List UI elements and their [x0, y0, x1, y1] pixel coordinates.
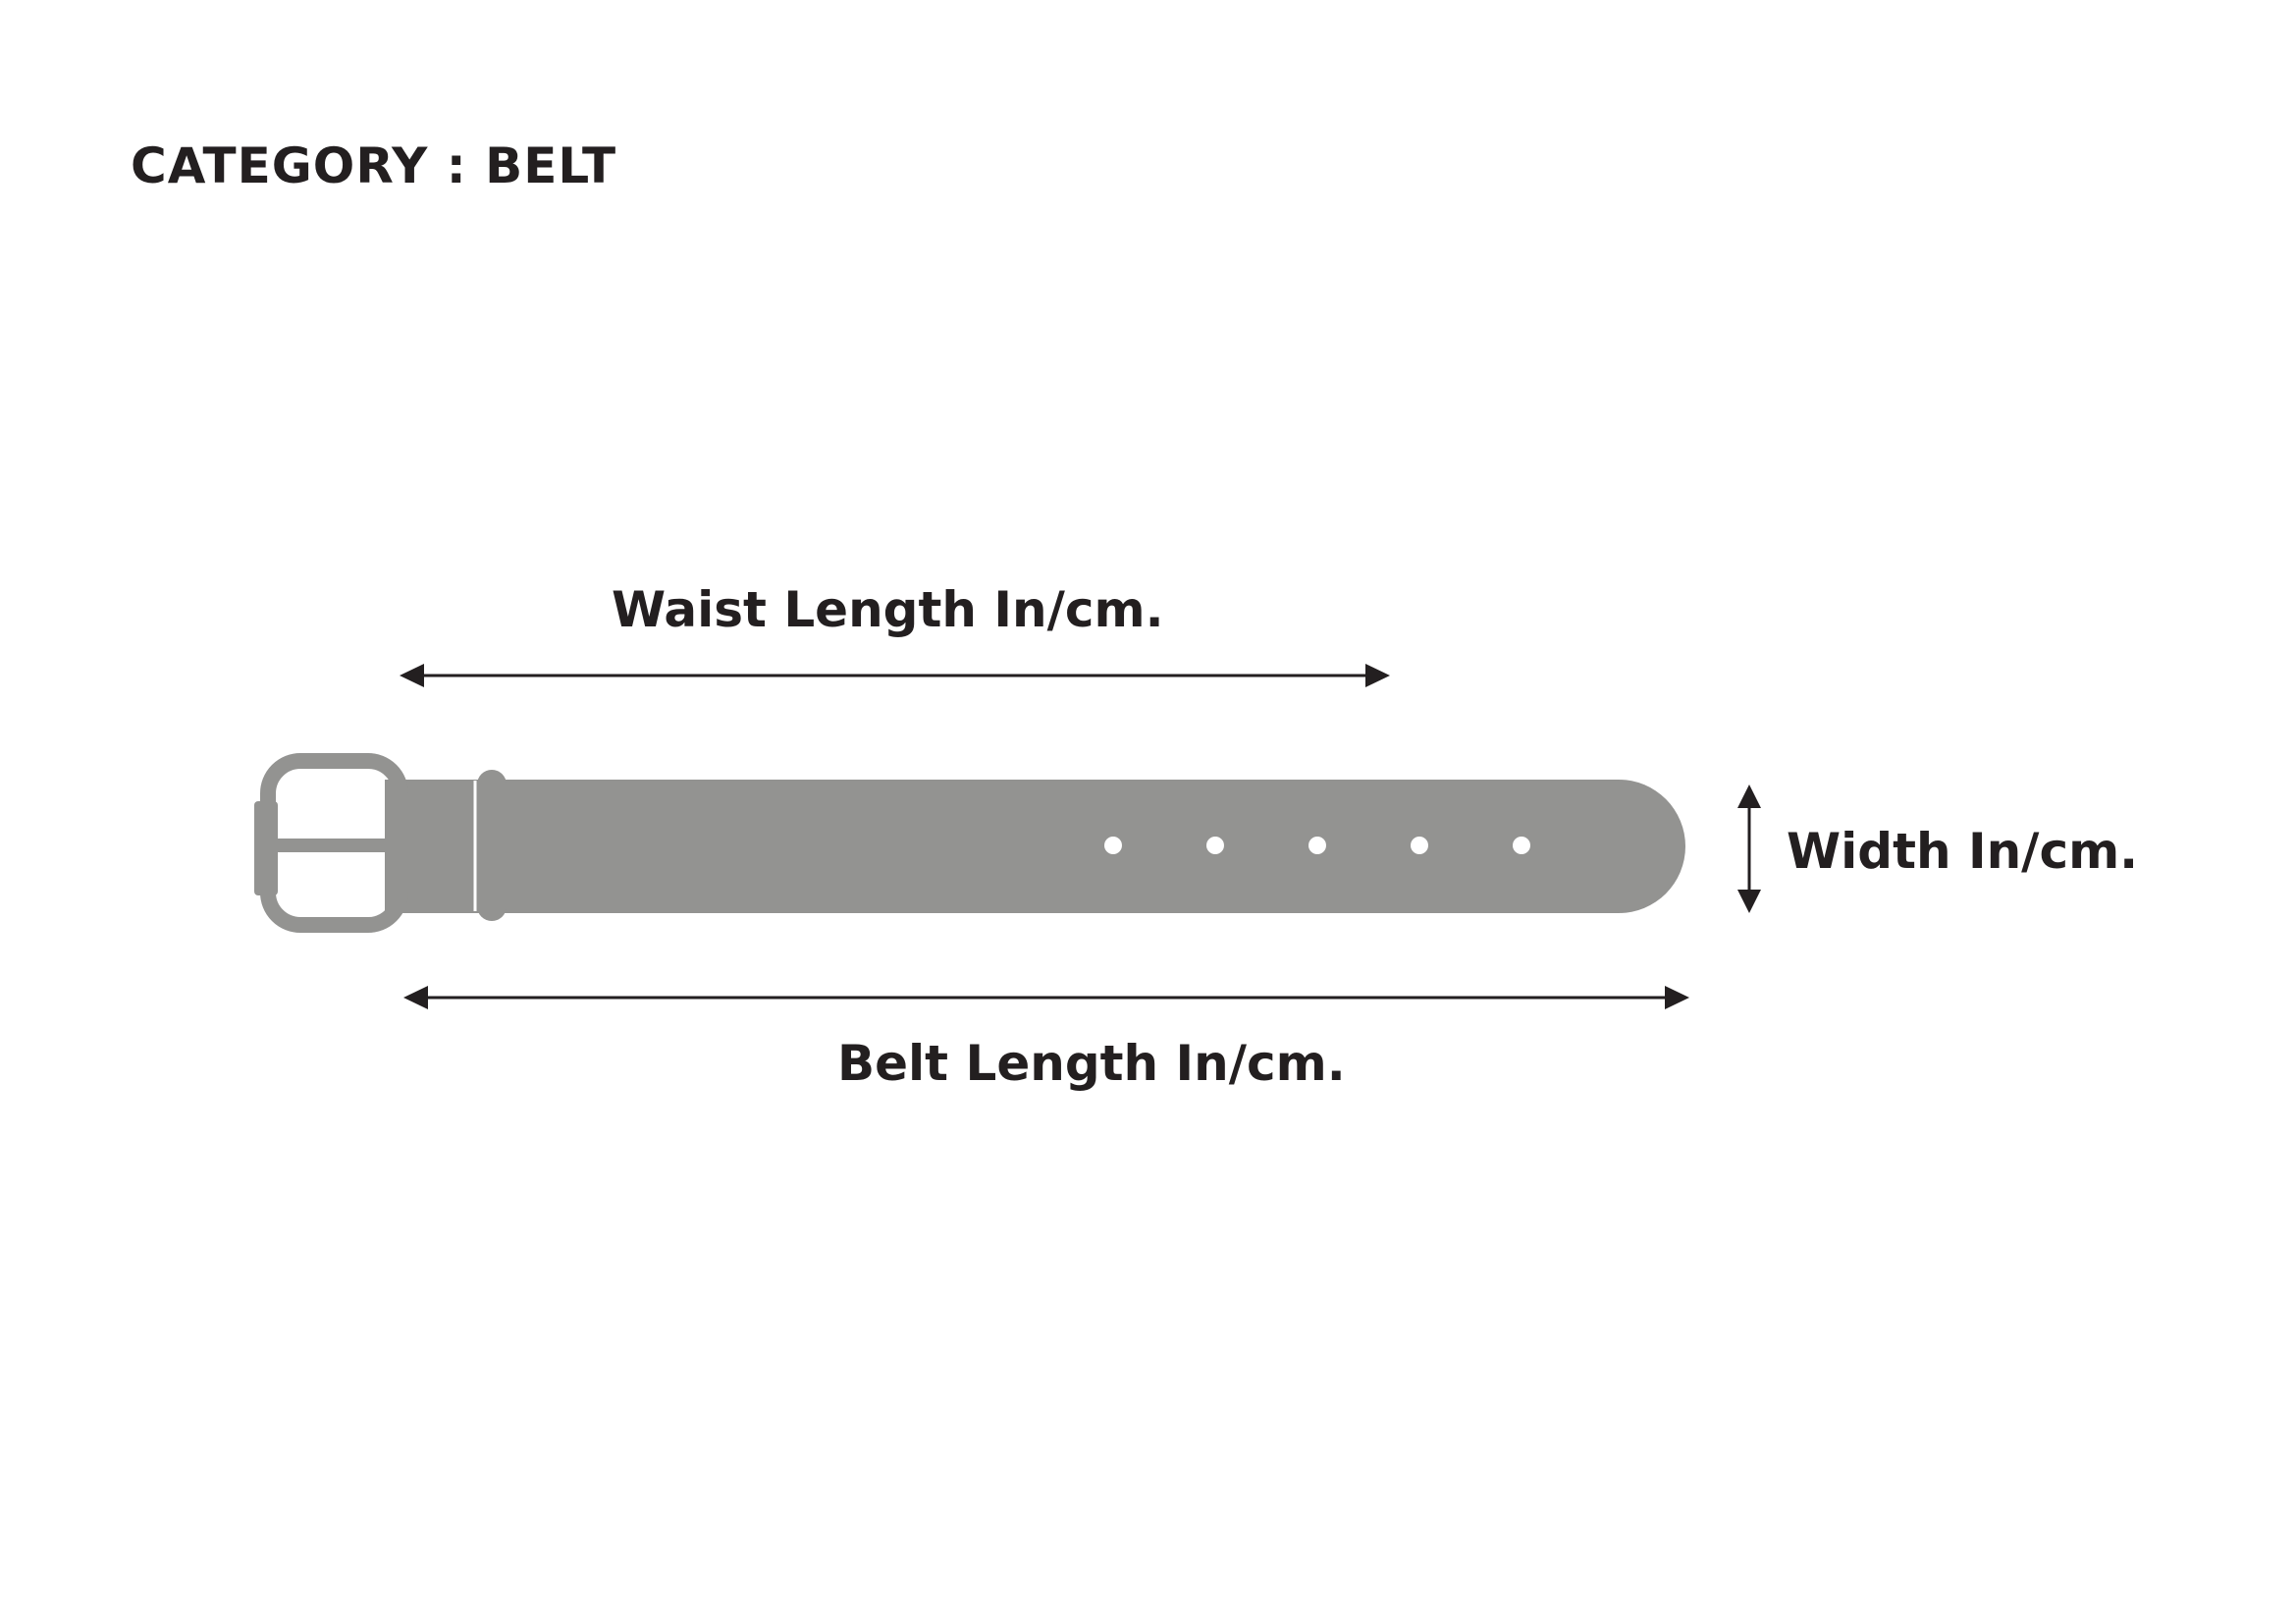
belt-holes — [1104, 837, 1530, 854]
belt-length-label: Belt Length In/cm. — [837, 1035, 1346, 1092]
belt-length-arrow — [403, 986, 1689, 1009]
width-label: Width In/cm. — [1787, 823, 2139, 880]
waist-length-arrow — [400, 664, 1390, 687]
belt-hole — [1513, 837, 1530, 854]
waist-length-label: Waist Length In/cm. — [612, 581, 1164, 638]
belt-hole — [1411, 837, 1428, 854]
belt-hole — [1104, 837, 1122, 854]
width-arrow — [1737, 785, 1761, 913]
belt-strap — [385, 780, 1685, 913]
belt-loop — [473, 770, 507, 921]
belt-hole — [1206, 837, 1224, 854]
belt-hole — [1308, 837, 1326, 854]
buckle-icon — [254, 753, 408, 933]
category-title: CATEGORY : BELT — [131, 137, 617, 194]
